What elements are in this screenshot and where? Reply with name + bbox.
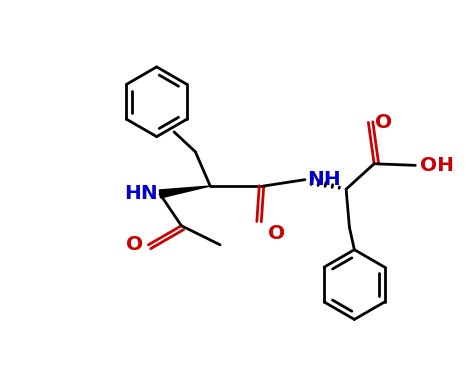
Text: O: O — [375, 113, 392, 132]
Text: O: O — [268, 224, 285, 243]
Text: NH: NH — [307, 170, 341, 189]
Polygon shape — [160, 186, 210, 198]
Text: HN: HN — [124, 184, 158, 203]
Text: OH: OH — [420, 156, 454, 175]
Text: O: O — [126, 235, 143, 254]
